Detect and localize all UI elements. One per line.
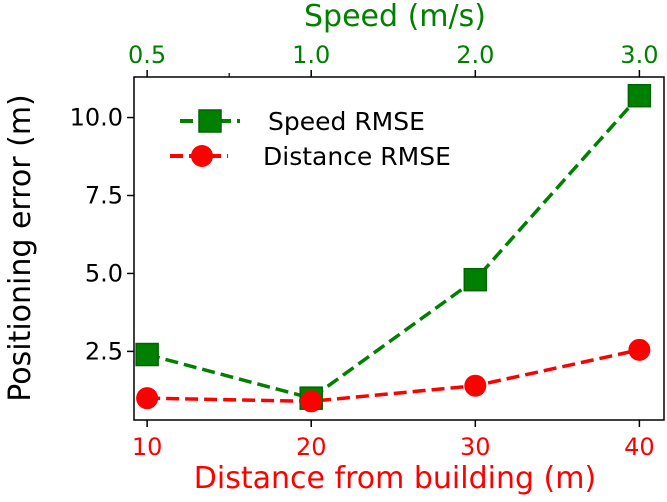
series-point-square xyxy=(627,83,652,108)
x-tick-label: 40 xyxy=(624,433,655,461)
series-point-circle xyxy=(136,387,159,410)
x-ticks: 10 20 30 40 xyxy=(132,420,655,461)
y-axis-title: Positioning error (m) xyxy=(3,94,38,402)
plot-frame xyxy=(133,76,665,421)
y-tick-label: 5.0 xyxy=(85,259,123,287)
top-ticks: 0.5 1.0 2.0 3.0 xyxy=(128,41,658,77)
top-tick-label: 1.0 xyxy=(292,41,330,69)
legend-entry-speed: Speed RMSE xyxy=(180,107,425,136)
y-ticks: 2.5 5.0 7.5 10.0 xyxy=(70,104,134,365)
legend-marker-circle xyxy=(191,145,213,167)
x-tick-label: 20 xyxy=(296,433,327,461)
x-tick-label: 10 xyxy=(132,433,163,461)
legend-label-speed: Speed RMSE xyxy=(268,107,425,136)
top-tick-label: 3.0 xyxy=(620,41,658,69)
x-tick-label: 30 xyxy=(460,433,491,461)
series-point-circle xyxy=(464,374,487,397)
series-line-0 xyxy=(146,94,641,401)
legend-entry-distance: Distance RMSE xyxy=(170,142,451,171)
series-point-circle xyxy=(628,338,651,361)
x-axis-title: Distance from building (m) xyxy=(194,461,596,496)
legend-label-distance: Distance RMSE xyxy=(263,142,451,171)
y-tick-label: 7.5 xyxy=(85,181,123,209)
series-point-circle xyxy=(300,390,323,413)
y-tick-label: 10.0 xyxy=(70,104,123,132)
y-tick-label: 2.5 xyxy=(85,337,123,365)
series-point-square xyxy=(135,342,159,367)
top-tick-label: 2.0 xyxy=(456,41,494,69)
legend: Speed RMSE Distance RMSE xyxy=(170,107,451,171)
legend-marker-square xyxy=(198,109,222,133)
series-layer xyxy=(135,83,652,413)
series-point-square xyxy=(463,267,488,292)
top-tick-label: 0.5 xyxy=(128,41,166,69)
plot-area: 2.5 5.0 7.5 10.0 10 20 30 40 xyxy=(70,76,665,461)
series-line-1 xyxy=(147,348,640,404)
top-axis-title: Speed (m/s) xyxy=(304,0,486,34)
